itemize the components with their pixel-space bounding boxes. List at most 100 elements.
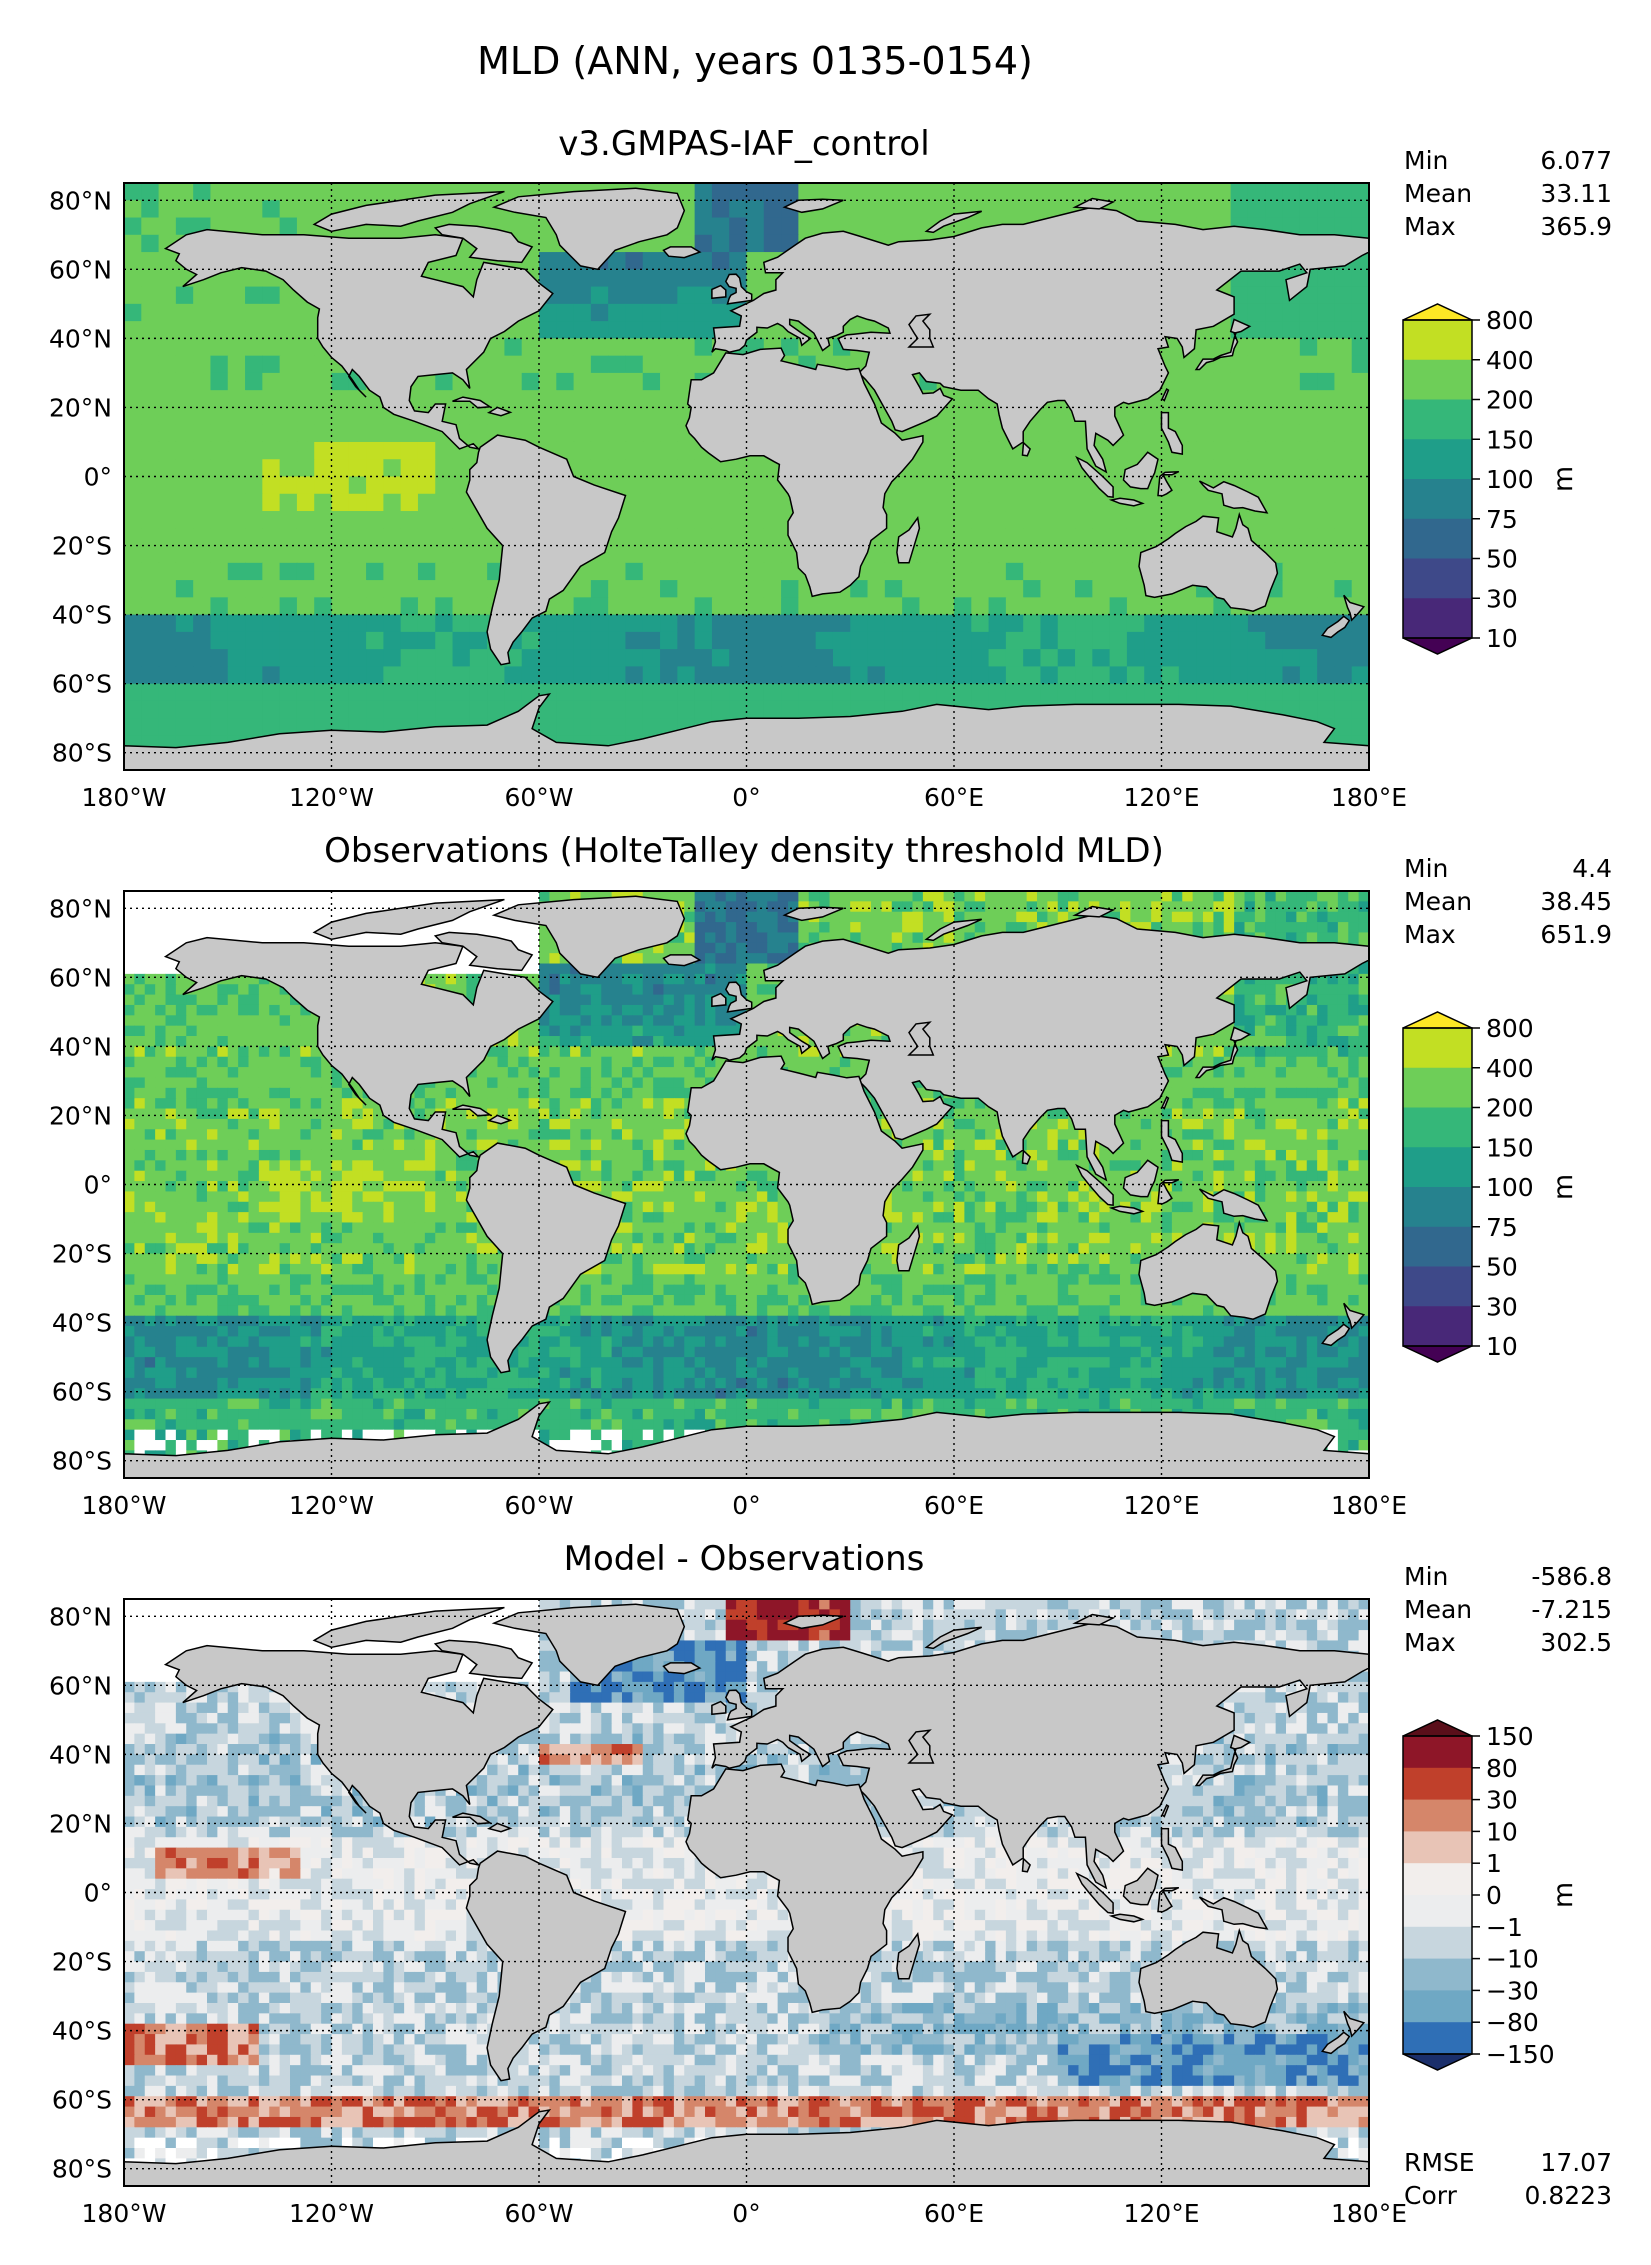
field-cell bbox=[487, 355, 506, 374]
field-cell bbox=[684, 994, 696, 1006]
field-cell bbox=[186, 1036, 198, 1047]
field-cell bbox=[245, 321, 263, 339]
field-cell bbox=[559, 973, 571, 985]
field-cell bbox=[400, 511, 419, 529]
field-cell bbox=[262, 649, 281, 668]
field-cell bbox=[1057, 614, 1076, 633]
field-cell bbox=[756, 932, 768, 944]
field-cell bbox=[141, 666, 160, 685]
field-cell bbox=[417, 683, 436, 702]
field-cell bbox=[1299, 493, 1318, 512]
field-cell bbox=[1161, 891, 1173, 902]
field-cell bbox=[995, 891, 1007, 902]
field-cell bbox=[1005, 441, 1024, 460]
field-cell bbox=[1358, 922, 1369, 934]
field-cell bbox=[314, 545, 333, 564]
field-cell bbox=[1192, 1046, 1204, 1058]
field-cell bbox=[570, 984, 582, 996]
field-cell bbox=[1109, 562, 1128, 581]
field-cell bbox=[1317, 1067, 1329, 1079]
field-cell bbox=[919, 459, 938, 478]
field-cell bbox=[781, 683, 799, 702]
field-cell bbox=[1182, 901, 1194, 913]
field-cell bbox=[763, 183, 782, 201]
field-cell bbox=[601, 1015, 613, 1027]
field-cell bbox=[452, 459, 471, 478]
field-cell bbox=[642, 984, 654, 996]
field-cell bbox=[867, 666, 886, 685]
field-cell bbox=[207, 1077, 218, 1089]
field-cell bbox=[1334, 390, 1353, 409]
field-cell bbox=[642, 1077, 654, 1089]
field-cell bbox=[1265, 1036, 1277, 1047]
field-cell bbox=[1247, 269, 1266, 288]
field-cell bbox=[124, 424, 142, 443]
field-cell bbox=[608, 562, 627, 581]
field-cell bbox=[245, 200, 263, 219]
field-cell bbox=[186, 932, 198, 944]
field-cell bbox=[258, 984, 270, 996]
field-cell bbox=[175, 631, 194, 650]
field-cell bbox=[1223, 1077, 1235, 1089]
field-cell bbox=[186, 1087, 198, 1099]
field-cell bbox=[400, 476, 419, 495]
field-cell bbox=[124, 901, 135, 913]
field-cell bbox=[1171, 901, 1183, 913]
field-cell bbox=[798, 217, 817, 236]
field-cell bbox=[1234, 994, 1246, 1006]
stat-label: Min bbox=[1404, 146, 1448, 175]
field-cell bbox=[258, 1098, 270, 1110]
field-cell bbox=[238, 1056, 250, 1068]
field-cell bbox=[1306, 922, 1318, 934]
field-cell bbox=[469, 424, 488, 443]
field-cell bbox=[1317, 217, 1336, 236]
field-cell bbox=[314, 355, 333, 374]
field-cell bbox=[238, 994, 250, 1006]
field-cell bbox=[1140, 922, 1152, 934]
field-cell bbox=[165, 1015, 177, 1027]
field-cell bbox=[1005, 183, 1024, 201]
field-cell bbox=[711, 511, 730, 529]
field-cell bbox=[1334, 528, 1353, 547]
field-cell bbox=[362, 1098, 374, 1110]
field-cell bbox=[1151, 891, 1163, 902]
field-cell bbox=[1192, 1056, 1204, 1068]
field-cell bbox=[1296, 1036, 1308, 1047]
field-cell bbox=[1334, 286, 1353, 305]
field-cell bbox=[756, 1046, 768, 1058]
field-cell bbox=[1348, 1025, 1360, 1037]
field-cell bbox=[1247, 511, 1266, 529]
field-cell bbox=[414, 1098, 426, 1110]
field-cell bbox=[331, 407, 350, 426]
field-cell bbox=[193, 183, 212, 201]
field-cell bbox=[300, 901, 312, 913]
field-cell bbox=[1334, 666, 1353, 685]
field-cell bbox=[1126, 683, 1145, 702]
field-cell bbox=[348, 631, 367, 650]
field-cell bbox=[1109, 891, 1121, 902]
field-cell bbox=[902, 901, 914, 913]
field-cell bbox=[528, 1056, 540, 1068]
field-cell bbox=[1213, 922, 1225, 934]
field-cell bbox=[729, 683, 748, 702]
field-cell bbox=[611, 953, 623, 965]
field-cell bbox=[158, 441, 177, 460]
field-cell bbox=[1040, 459, 1059, 478]
field-cell bbox=[207, 994, 218, 1006]
field-cell bbox=[580, 1087, 592, 1099]
field-cell bbox=[262, 580, 281, 598]
field-cell bbox=[919, 631, 938, 650]
field-cell bbox=[1247, 390, 1266, 409]
field-cell bbox=[165, 1087, 177, 1099]
field-cell bbox=[1299, 217, 1318, 236]
field-cell bbox=[1144, 200, 1163, 219]
field-cell bbox=[611, 1025, 623, 1037]
field-cell bbox=[331, 911, 343, 923]
field-cell bbox=[936, 476, 955, 495]
field-cell bbox=[518, 1077, 530, 1089]
field-cell bbox=[1254, 911, 1266, 923]
field-cell bbox=[653, 1025, 665, 1037]
field-cell bbox=[660, 666, 678, 685]
field-cell bbox=[383, 528, 402, 547]
field-cell bbox=[1254, 891, 1266, 902]
